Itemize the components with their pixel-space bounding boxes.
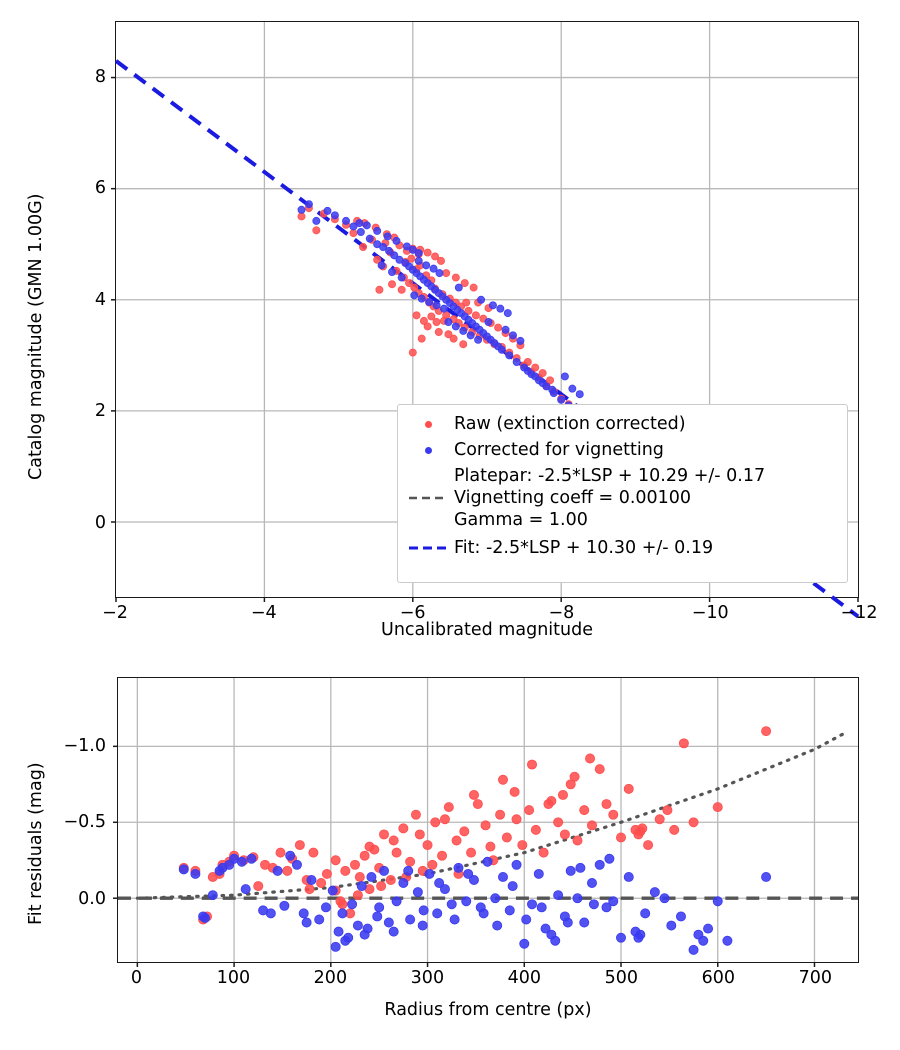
top-x-tick: −8 <box>548 603 575 623</box>
legend-item-fit: Fit: -2.5*LSP + 10.30 +/- 0.19 <box>402 533 839 563</box>
bottom-y-tick: −1.0 <box>63 735 107 756</box>
top-y-tick: 4 <box>94 289 106 310</box>
blue-dash-glyph <box>409 546 447 550</box>
bottom-x-axis-label: Radius from centre (px) <box>384 1000 592 1020</box>
top-x-tick: −6 <box>399 603 426 623</box>
top-y-axis-label: Catalog magnitude (GMN 1.00G) <box>26 193 46 481</box>
legend-label-platepar-3: Gamma = 1.00 <box>454 510 588 530</box>
top-x-tick: −10 <box>691 603 729 623</box>
legend-label-raw: Raw (extinction corrected) <box>454 414 686 434</box>
legend-item-raw: Raw (extinction corrected) <box>402 411 839 437</box>
bottom-x-tick: 500 <box>604 968 639 988</box>
legend-label-fit: Fit: -2.5*LSP + 10.30 +/- 0.19 <box>454 538 714 558</box>
bottom-y-tick: −0.5 <box>63 812 107 833</box>
bottom-x-tick: 300 <box>410 968 445 988</box>
grey-dash-glyph <box>409 496 447 500</box>
top-y-tick: 8 <box>94 66 106 87</box>
top-x-tick: −2 <box>102 603 128 623</box>
top-y-tick: 0 <box>94 512 106 533</box>
red-dot-marker-icon <box>402 420 454 428</box>
bottom-x-tick: 700 <box>798 968 833 988</box>
bottom-y-axis-label: Fit residuals (mag) <box>26 762 46 925</box>
top-y-tick: 2 <box>94 401 106 422</box>
bottom-plot-canvas <box>113 678 858 967</box>
legend-label-corrected: Corrected for vignetting <box>454 440 664 460</box>
top-x-tick: −4 <box>250 603 277 623</box>
top-x-tick: −12 <box>840 603 878 623</box>
bottom-x-tick: 0 <box>130 968 142 988</box>
legend-item-corrected: Corrected for vignetting <box>402 437 839 463</box>
fit-residuals-plot <box>113 677 859 967</box>
top-y-tick: 6 <box>94 178 106 199</box>
bottom-x-tick: 200 <box>313 968 348 988</box>
blue-dashed-line-icon <box>402 543 454 553</box>
bottom-x-tick: 100 <box>216 968 251 988</box>
legend-item-platepar: Platepar: -2.5*LSP + 10.29 +/- 0.17 Vign… <box>402 463 839 533</box>
bottom-x-tick: 600 <box>701 968 736 988</box>
blue-dot-marker-icon <box>402 446 454 454</box>
top-x-axis-label: Uncalibrated magnitude <box>381 620 593 640</box>
bottom-y-tick: 0.0 <box>78 888 106 909</box>
legend-label-platepar-1: Platepar: -2.5*LSP + 10.29 +/- 0.17 <box>454 466 766 486</box>
plot-legend: Raw (extinction corrected) Corrected for… <box>397 404 848 583</box>
legend-label-platepar-2: Vignetting coeff = 0.00100 <box>454 488 692 508</box>
bottom-x-tick: 400 <box>507 968 542 988</box>
grey-dashed-line-icon <box>402 493 454 503</box>
legend-platepar-text-block: Platepar: -2.5*LSP + 10.29 +/- 0.17 Vign… <box>454 465 765 531</box>
